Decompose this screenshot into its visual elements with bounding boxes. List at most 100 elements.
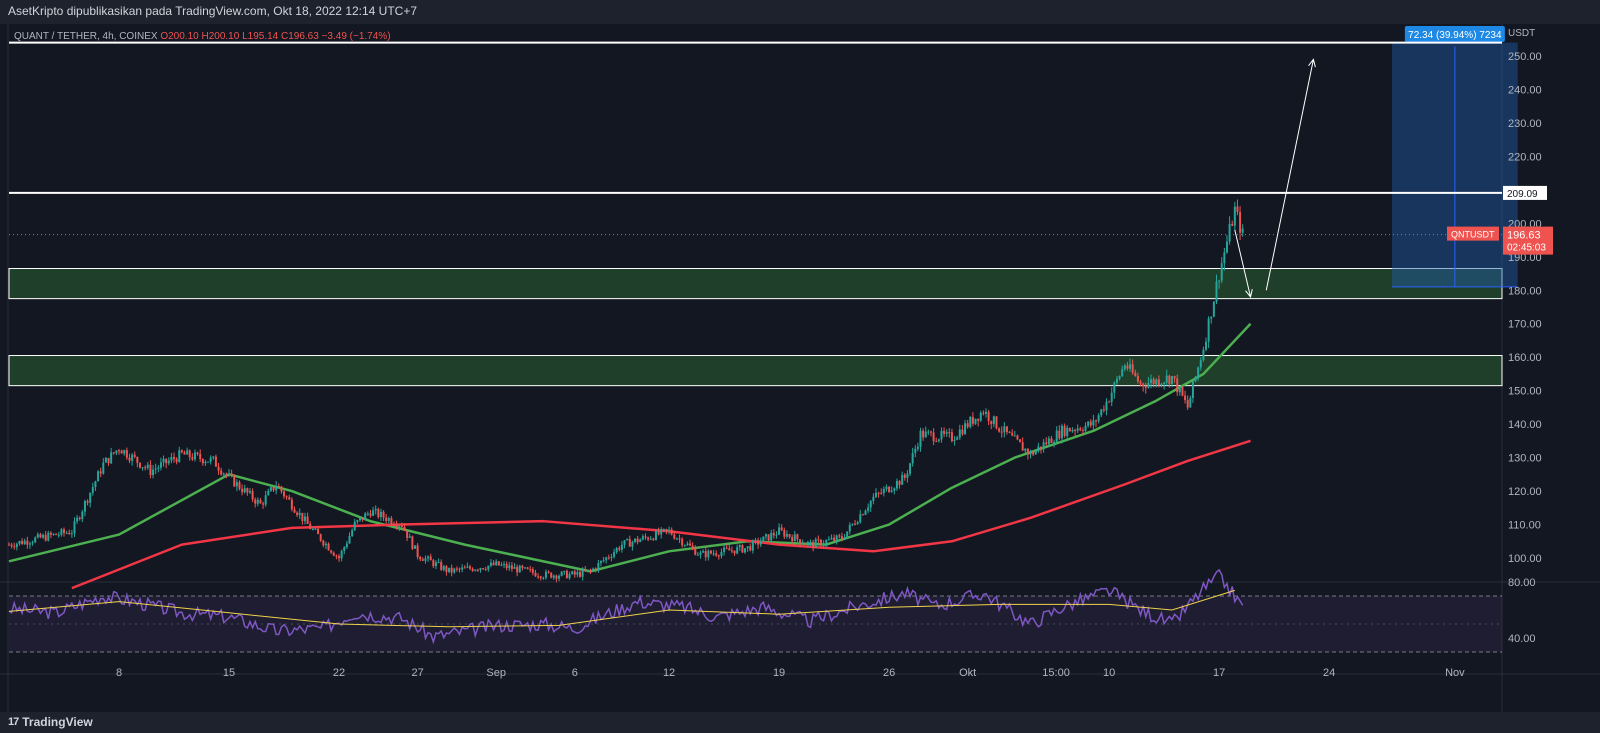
candle	[1207, 318, 1210, 342]
candle	[592, 568, 595, 571]
candle	[123, 450, 126, 454]
candle	[563, 570, 566, 572]
candle	[31, 542, 34, 544]
candle	[463, 567, 466, 569]
rsi-pane[interactable]	[9, 604, 1502, 664]
candle	[544, 571, 547, 578]
projection-arrow[interactable]	[1265, 59, 1314, 291]
projection-arrow[interactable]	[1234, 229, 1252, 298]
candle	[251, 490, 254, 500]
ma-slow-line[interactable]	[71, 439, 1251, 590]
candle	[385, 517, 388, 521]
candle	[987, 411, 990, 421]
candle	[1199, 360, 1202, 368]
candle	[285, 496, 288, 498]
candle	[977, 418, 980, 421]
candle	[1108, 401, 1111, 403]
candle	[529, 568, 532, 570]
rsi-line[interactable]	[8, 568, 1244, 645]
candle	[1163, 382, 1166, 384]
candle	[104, 457, 107, 463]
candle	[594, 568, 597, 570]
currency-label: USDT	[1508, 28, 1535, 39]
candle	[461, 567, 464, 570]
candle	[665, 528, 668, 531]
candle	[880, 492, 883, 494]
bottom-bar: 17 TradingView	[0, 712, 1600, 733]
candle	[303, 516, 306, 521]
time-tick-label: 24	[1323, 667, 1335, 679]
candle	[953, 439, 956, 442]
candle	[8, 544, 10, 546]
rsi-tick-label: 80.00	[1508, 577, 1536, 589]
candle	[890, 490, 893, 493]
candle	[764, 534, 767, 537]
candle	[982, 412, 985, 414]
candle	[259, 499, 262, 504]
price-chart[interactable]: 72.34 (39.94%) 7234 209.09 USDT 100.00 110.0…	[0, 24, 1600, 712]
candle	[1024, 448, 1027, 451]
candle	[288, 497, 291, 500]
candle	[770, 532, 773, 541]
time-tick-label: Sep	[486, 667, 506, 679]
candle	[974, 418, 977, 424]
candle	[906, 473, 909, 478]
candle	[293, 509, 296, 513]
time-tick-label: 26	[883, 667, 895, 679]
candle	[550, 572, 553, 578]
candle	[406, 530, 409, 538]
candle	[1032, 451, 1035, 455]
candle	[432, 560, 435, 567]
symbol-legend: QUANT / TETHER, 4h, COINEX O200.10 H200.…	[14, 31, 391, 42]
arrow-head	[1308, 58, 1316, 68]
candle	[903, 474, 906, 478]
support-zone[interactable]	[8, 268, 1503, 300]
candle	[1047, 438, 1050, 445]
candle	[1173, 376, 1176, 379]
candle	[154, 468, 157, 470]
candle	[1105, 401, 1108, 411]
candle	[1150, 379, 1153, 383]
candle	[468, 566, 471, 569]
candle	[911, 452, 914, 464]
candle	[408, 536, 411, 538]
legend-symbol: QUANT / TETHER, 4h, COINEX	[14, 31, 158, 42]
symbol-tag	[1447, 226, 1499, 241]
candle	[526, 567, 529, 569]
candle	[893, 488, 896, 491]
candle	[746, 546, 749, 549]
candle	[1102, 409, 1105, 411]
candle	[1233, 206, 1236, 226]
candle	[23, 540, 26, 545]
candle	[340, 550, 343, 559]
price-tick-label: 110.00	[1508, 520, 1541, 532]
candle	[235, 482, 238, 487]
price-tag	[1503, 226, 1553, 255]
candle	[689, 543, 692, 546]
candle	[788, 534, 791, 537]
time-tick-label: 27	[411, 667, 423, 679]
candle	[1129, 364, 1132, 369]
candle	[1202, 349, 1205, 361]
support-zone[interactable]	[8, 355, 1503, 387]
candle	[238, 482, 241, 489]
main-pane[interactable]	[9, 24, 1502, 580]
candle	[1155, 379, 1158, 385]
candle	[510, 565, 513, 569]
candle	[445, 566, 448, 573]
candle	[639, 539, 642, 543]
candle	[961, 429, 964, 435]
candle	[712, 553, 715, 555]
candle	[21, 541, 24, 545]
candle	[225, 473, 228, 475]
price-tick-label: 190.00	[1508, 252, 1542, 264]
candle	[531, 569, 534, 573]
candle	[73, 521, 76, 534]
candle	[212, 456, 215, 458]
candle	[39, 534, 42, 538]
candle	[495, 561, 498, 566]
time-tick-label: 15:00	[1042, 667, 1070, 679]
price-tick-label: 230.00	[1508, 118, 1542, 130]
tradingview-brand[interactable]: 17 TradingView	[8, 715, 93, 729]
candle	[474, 569, 477, 571]
